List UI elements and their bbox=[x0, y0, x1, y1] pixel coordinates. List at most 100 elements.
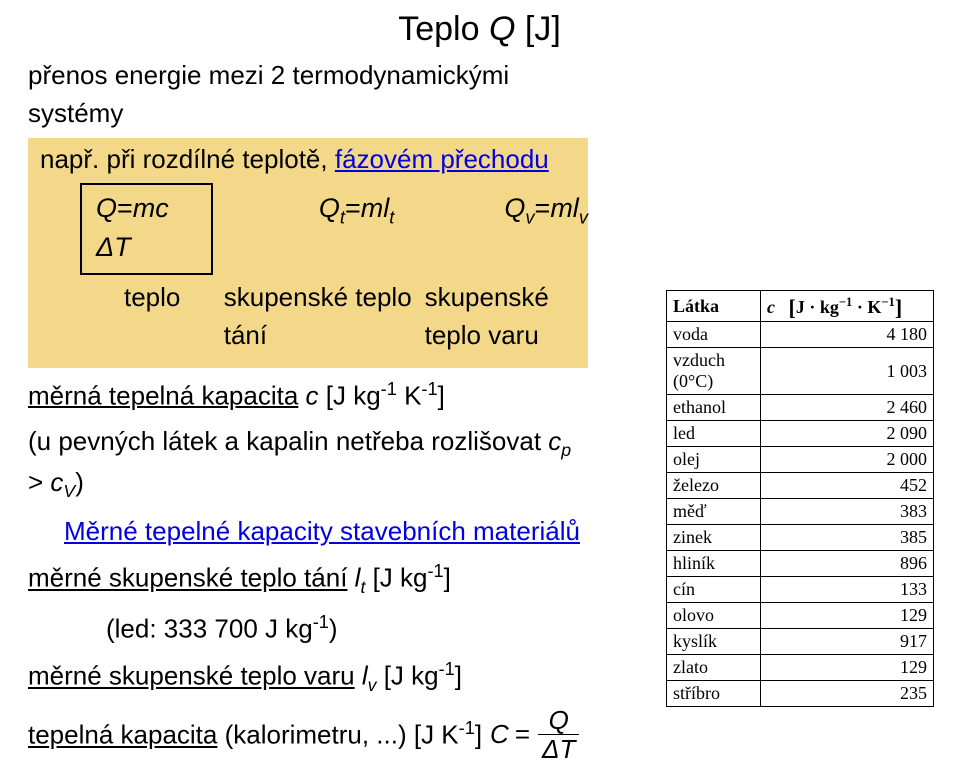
l9-exp: -1 bbox=[439, 659, 455, 679]
l10-num: Q bbox=[538, 707, 579, 735]
l10-eq: = bbox=[515, 716, 530, 754]
table-row: ethanol2 460 bbox=[667, 395, 934, 421]
latent-vapor-line: měrné skupenské teplo varu lv [J kg-1] bbox=[28, 656, 588, 698]
mtk-end: ] bbox=[438, 380, 445, 410]
l10-after: (kalorimetru, ...) [J K bbox=[217, 720, 458, 750]
labels-row: teplo skupenské teplo tání skupenské tep… bbox=[32, 279, 588, 354]
mtk-mid: K bbox=[397, 380, 422, 410]
cell-substance: ethanol bbox=[667, 395, 761, 421]
table-row: cín133 bbox=[667, 577, 934, 603]
eq-fusion: Qt=mlt bbox=[319, 189, 395, 231]
cell-substance: vzduch (0°C) bbox=[667, 348, 761, 395]
l5-v: V bbox=[63, 481, 75, 501]
cell-value: 2 460 bbox=[761, 395, 934, 421]
cell-value: 1 003 bbox=[761, 348, 934, 395]
l10-exp: -1 bbox=[459, 718, 475, 738]
l5-p: p bbox=[561, 440, 571, 460]
cell-value: 452 bbox=[761, 473, 934, 499]
eq1-eq: = bbox=[117, 193, 133, 223]
mtk-e1: -1 bbox=[381, 379, 397, 399]
l8-end: ) bbox=[329, 614, 338, 644]
cell-value: 235 bbox=[761, 681, 934, 707]
l10-u: tepelná kapacita bbox=[28, 720, 217, 750]
table-header-row: Látka c [[J · kgJ · kg−1 · K−1] bbox=[667, 291, 934, 322]
l8-a: (led: 333 700 J kg bbox=[106, 614, 313, 644]
mtk-e2: -1 bbox=[421, 379, 437, 399]
l8-exp: -1 bbox=[313, 612, 329, 632]
th-e1: −1 bbox=[839, 295, 852, 309]
th-lbrk: [ bbox=[789, 295, 796, 320]
eq2-lhs: Q bbox=[319, 193, 340, 223]
cell-value: 2 090 bbox=[761, 421, 934, 447]
cell-value: 896 bbox=[761, 551, 934, 577]
eq2-rhs: ml bbox=[361, 193, 390, 223]
example-line: např. při rozdílné teplotě, fázovém přec… bbox=[40, 141, 588, 179]
table-row: hliník896 bbox=[667, 551, 934, 577]
l7-sp bbox=[347, 563, 354, 593]
mtk-c: c bbox=[306, 380, 319, 410]
th-rbrk: ] bbox=[895, 295, 902, 320]
l9-rest: [J kg bbox=[376, 661, 438, 691]
mtk-rest: [J kg bbox=[319, 380, 381, 410]
table-row: zlato129 bbox=[667, 655, 934, 681]
label-heat: teplo bbox=[124, 279, 224, 354]
page-title: Teplo Q [J] bbox=[0, 0, 959, 49]
cell-value: 133 bbox=[761, 577, 934, 603]
cell-value: 2 000 bbox=[761, 447, 934, 473]
l7-exp: -1 bbox=[428, 561, 444, 581]
cell-substance: zlato bbox=[667, 655, 761, 681]
cell-substance: olej bbox=[667, 447, 761, 473]
l10-den: ΔT bbox=[538, 735, 579, 764]
eq3-lhs: Q bbox=[504, 193, 525, 223]
title-plain2: [J] bbox=[515, 10, 560, 48]
cell-value: 4 180 bbox=[761, 322, 934, 348]
th-c: c bbox=[767, 297, 775, 317]
cell-substance: voda bbox=[667, 322, 761, 348]
l9-sp bbox=[355, 661, 362, 691]
eq1-lhs: Q bbox=[96, 193, 117, 223]
l7-rest: [J kg bbox=[365, 563, 427, 593]
cell-value: 129 bbox=[761, 655, 934, 681]
title-q: Q bbox=[489, 10, 515, 48]
th-e2: −1 bbox=[881, 295, 894, 309]
cell-substance: cín bbox=[667, 577, 761, 603]
th-dot: · K bbox=[852, 297, 881, 317]
l10-end: ] bbox=[475, 720, 482, 750]
eq3-sub2: v bbox=[579, 206, 588, 227]
cell-substance: kyslík bbox=[667, 629, 761, 655]
specific-heat-line: měrná tepelná kapacita c [J kg-1 K-1] bbox=[28, 376, 588, 415]
cell-substance: olovo bbox=[667, 603, 761, 629]
equations-row: Q=mc ΔT Qt=mlt Qv=mlv bbox=[32, 183, 588, 275]
th-c-unit: c [[J · kgJ · kg−1 · K−1] bbox=[761, 291, 934, 322]
materials-link[interactable]: Měrné tepelné kapacity stavebních materi… bbox=[64, 516, 580, 546]
cell-substance: led bbox=[667, 421, 761, 447]
latent-fusion-line: měrné skupenské teplo tání lt [J kg-1] bbox=[28, 558, 588, 600]
l7-u: měrné skupenské teplo tání bbox=[28, 563, 347, 593]
l9-end: ] bbox=[455, 661, 462, 691]
cell-substance: měď bbox=[667, 499, 761, 525]
eq3-eq: = bbox=[535, 193, 551, 223]
table-row: vzduch (0°C)1 003 bbox=[667, 348, 934, 395]
cell-substance: zinek bbox=[667, 525, 761, 551]
table-row: stříbro235 bbox=[667, 681, 934, 707]
phase-transition-link[interactable]: fázovém přechodu bbox=[335, 144, 549, 174]
table-row: led2 090 bbox=[667, 421, 934, 447]
table-row: voda4 180 bbox=[667, 322, 934, 348]
cell-value: 385 bbox=[761, 525, 934, 551]
mtk-sp bbox=[298, 380, 305, 410]
l7-end: ] bbox=[444, 563, 451, 593]
title-plain1: Teplo bbox=[398, 10, 489, 48]
eq3-sub: v bbox=[525, 206, 534, 227]
left-column: přenos energie mezi 2 termodynamickými s… bbox=[28, 57, 588, 764]
table-row: olovo129 bbox=[667, 603, 934, 629]
intro-text: přenos energie mezi 2 termodynamickými s… bbox=[28, 57, 588, 132]
table-row: zinek385 bbox=[667, 525, 934, 551]
label-vapor: skupenské teplo varu bbox=[425, 279, 588, 354]
cell-substance: železo bbox=[667, 473, 761, 499]
ice-example: (led: 333 700 J kg-1) bbox=[106, 609, 588, 648]
th-substance: Látka bbox=[667, 291, 761, 322]
eq-vaporization: Qv=mlv bbox=[504, 189, 588, 231]
heat-capacity-line: tepelná kapacita (kalorimetru, ...) [J K… bbox=[28, 707, 588, 764]
l5-c2: c bbox=[50, 467, 63, 497]
heat-capacity-table: Látka c [[J · kgJ · kg−1 · K−1] voda4 18… bbox=[666, 290, 934, 707]
